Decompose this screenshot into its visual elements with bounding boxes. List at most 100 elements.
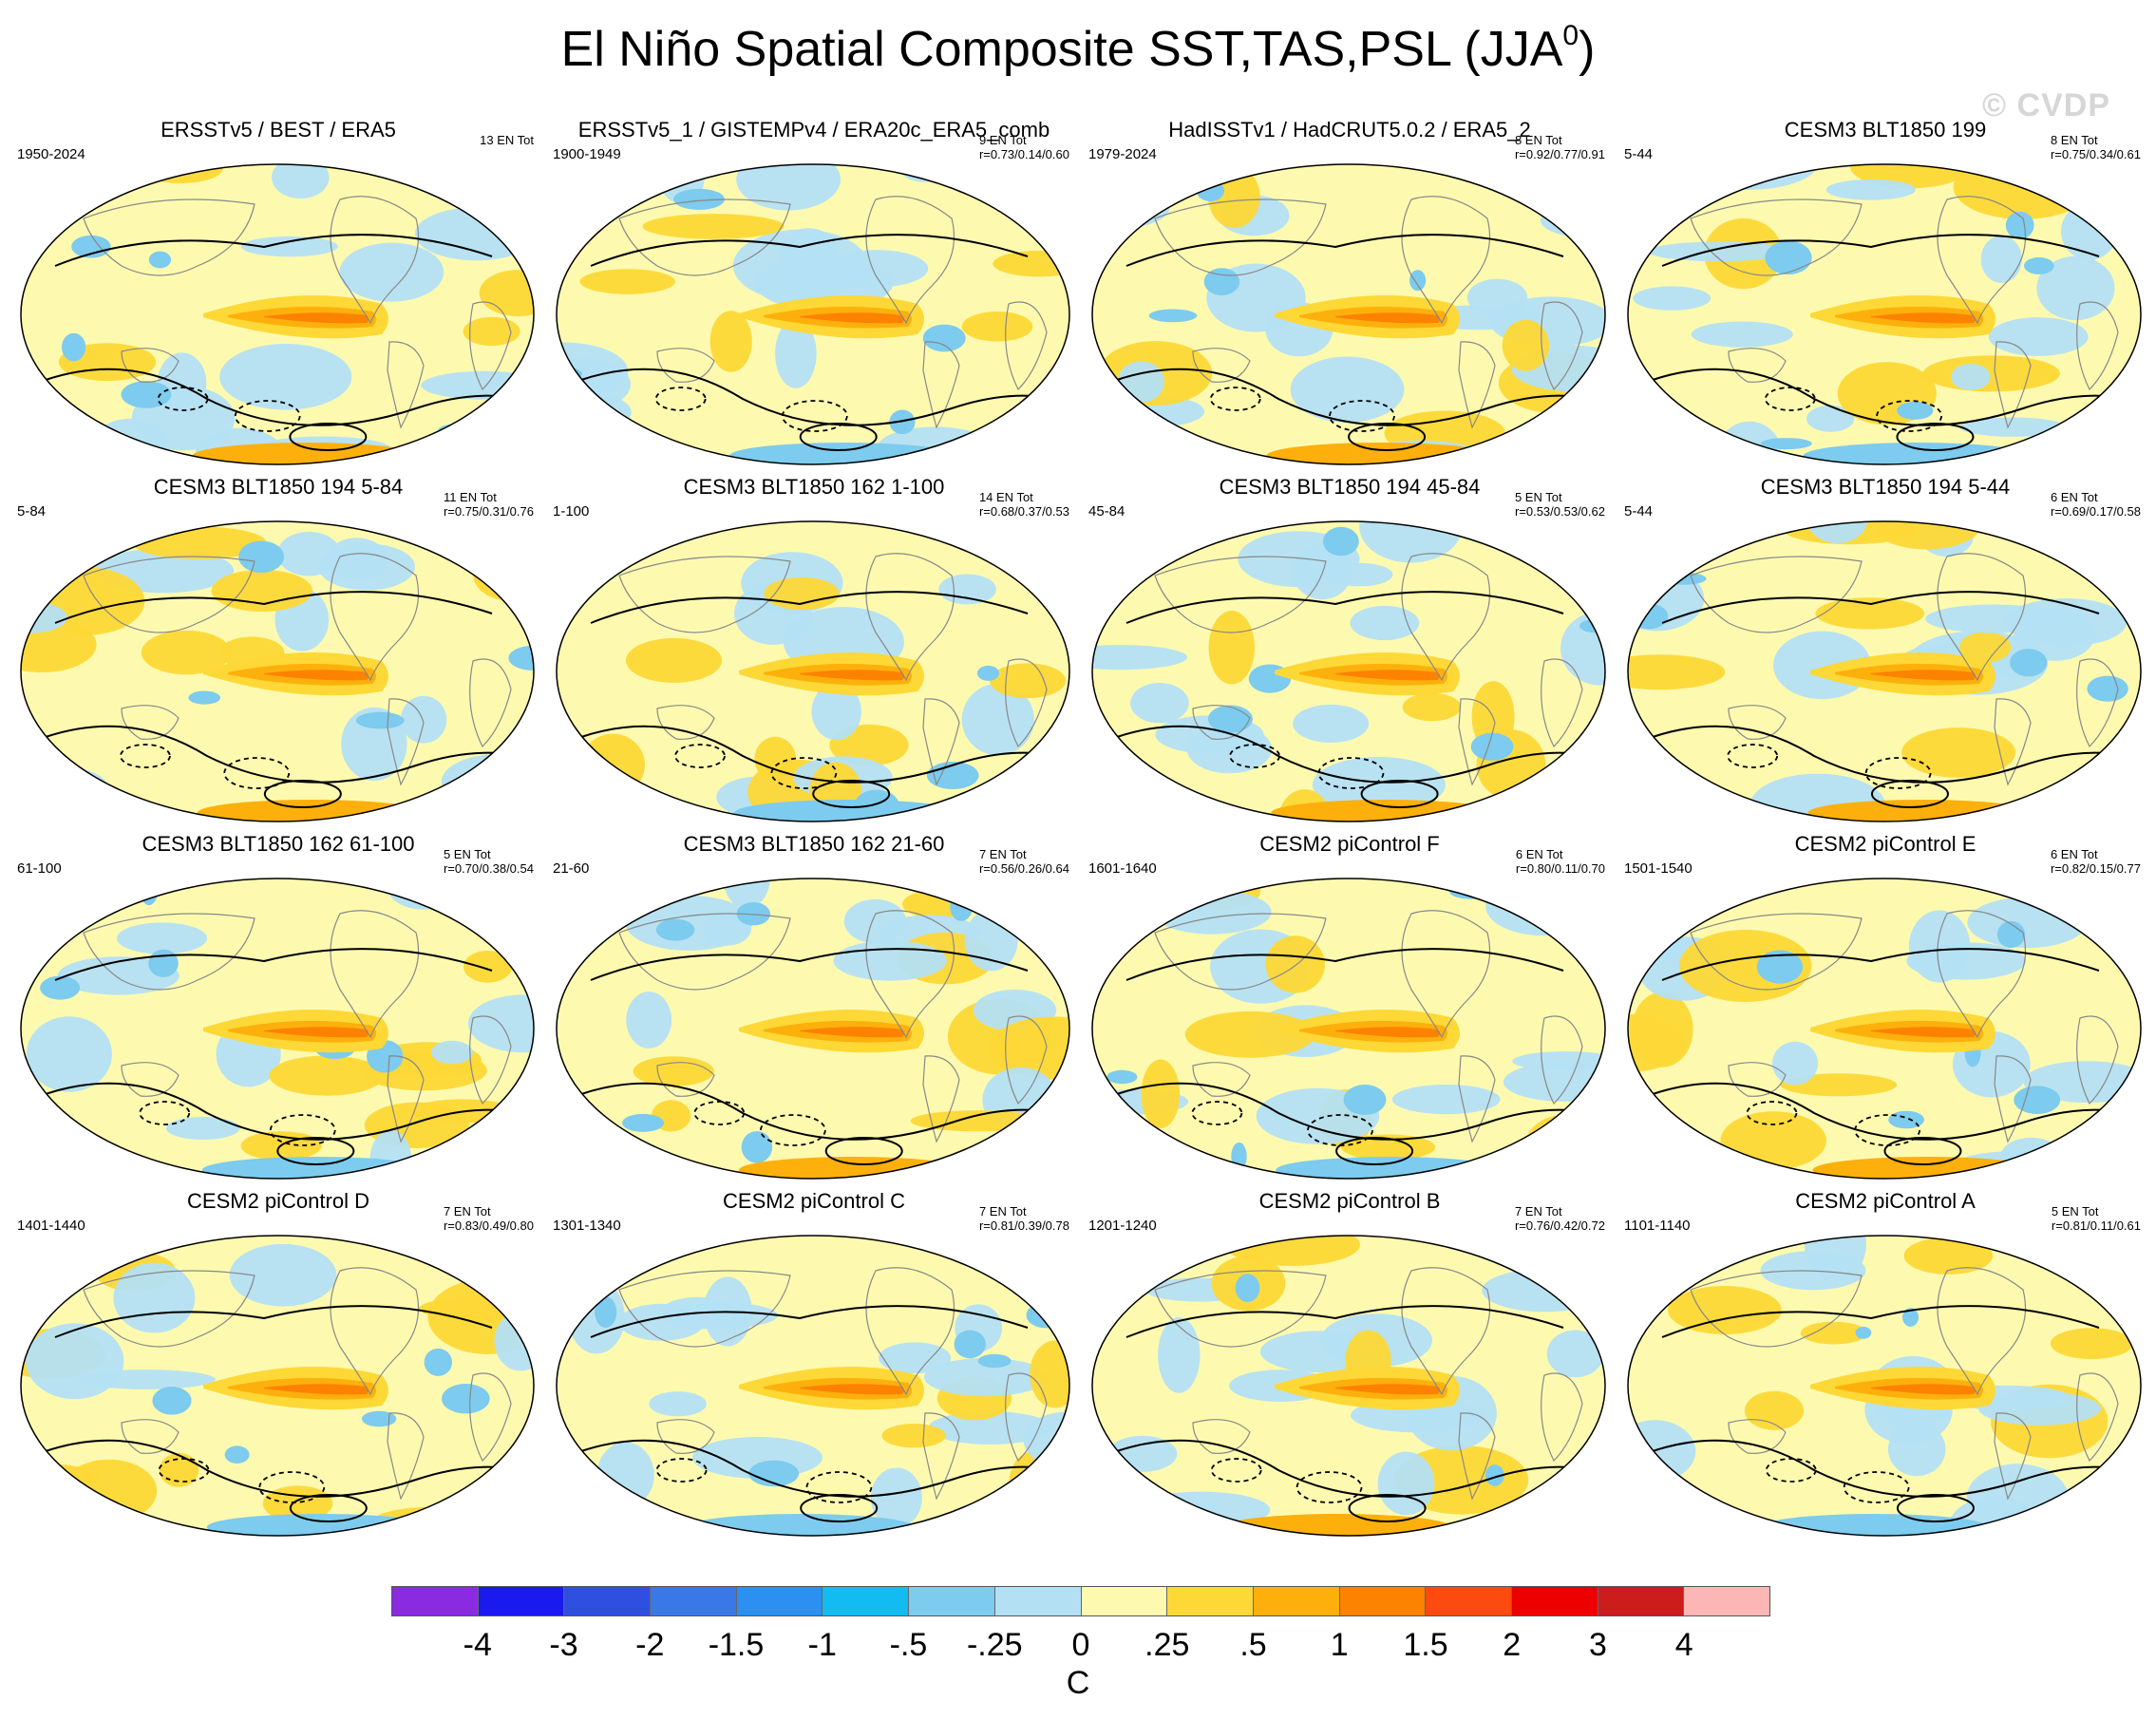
anomaly-patch: [1323, 526, 1359, 557]
anomaly-patch: [40, 975, 81, 1000]
panel-year-range: 45-84: [1088, 503, 1125, 519]
map-panel: CESM2 piControl B 1201-1240 7 EN Tot r=0.76…: [1081, 1189, 1618, 1545]
psl-negative-contour: [1876, 400, 1943, 432]
panel-year-range: 61-100: [17, 860, 62, 877]
anomaly-patch: [1117, 361, 1164, 403]
map-panel: ERSSTv5_1 / GISTEMPv4 / ERA20c_ERA5_comb…: [545, 118, 1083, 474]
colorbar-tick-label: 4: [1674, 1627, 1693, 1663]
colorbar-box: [392, 1587, 479, 1615]
anomaly-patch: [1849, 164, 1971, 189]
colorbar-box: [994, 1587, 1082, 1615]
coastline: [922, 1412, 960, 1501]
coastline: [1458, 698, 1496, 786]
map-panel: HadISSTv1 / HadCRUT5.0.2 / ERA5_2 1979-20…: [1081, 118, 1618, 474]
map-fill-layer: [1628, 164, 2141, 464]
psl-negative-contour: [759, 1114, 826, 1146]
map-fill-layer: [21, 521, 534, 822]
panel-event-count: 7 EN Tot: [978, 1204, 1027, 1218]
anomaly-patch: [400, 695, 447, 744]
coastline: [121, 705, 180, 740]
anomaly-patch: [152, 1387, 192, 1415]
anomaly-patch: [1804, 1236, 1866, 1281]
coastline: [330, 196, 420, 325]
colorbar-box: [651, 1587, 737, 1615]
anomaly-patch: [649, 1391, 707, 1417]
anomaly-patch: [21, 164, 100, 211]
panel-year-range: 1601-1640: [1088, 860, 1157, 877]
anomaly-patch: [26, 1016, 112, 1092]
map-fill-layer: [1092, 878, 1605, 1179]
anomaly-patch: [1729, 1515, 1754, 1536]
panel-event-count: 9 EN Tot: [978, 133, 1027, 147]
panel-stats: 7 EN Tot r=0.56/0.26/0.64: [979, 847, 1069, 876]
panel-title: HadISSTv1 / HadCRUT5.0.2 / ERA5_2: [1168, 118, 1531, 142]
anomaly-patch: [879, 1342, 952, 1374]
anomaly-patch: [673, 188, 725, 210]
anomaly-patch: [1343, 1085, 1387, 1115]
map-panel: CESM2 piControl F 1601-1640 6 EN Tot r=0.80…: [1081, 832, 1618, 1188]
colorbar-box: [478, 1587, 565, 1615]
coastline: [2076, 301, 2119, 391]
map-border: [1627, 1235, 2142, 1537]
anomaly-patch: [2090, 1493, 2137, 1536]
global-map: [556, 163, 1070, 465]
anomaly-patch: [2112, 878, 2141, 894]
map-border: [1627, 163, 2142, 465]
panel-stats: 9 EN Tot r=0.73/0.14/0.60: [979, 133, 1069, 161]
panel-event-count: 5 EN Tot: [2051, 1204, 2099, 1218]
global-map: [556, 1235, 1070, 1537]
coastline: [1994, 1055, 2032, 1143]
anomaly-patch: [976, 665, 1000, 681]
anomaly-patch: [1223, 1236, 1360, 1266]
psl-contour: [1883, 1137, 1962, 1165]
anomaly-patch: [977, 1353, 1012, 1369]
anomaly-patch: [1825, 179, 1916, 200]
colorbar-tick-label: 2: [1503, 1627, 1522, 1663]
psl-contour: [1661, 591, 2100, 624]
panel-title: CESM2 piControl D: [187, 1189, 369, 1213]
anomaly-patch: [188, 690, 220, 705]
anomaly-patch: [1148, 309, 1198, 323]
psl-negative-contour: [1210, 1458, 1262, 1483]
anomaly-patch: [833, 940, 947, 981]
anomaly-patch: [1691, 321, 1793, 348]
anomaly-patch: [21, 1483, 73, 1536]
map-border: [20, 520, 535, 822]
global-map: [1627, 1235, 2142, 1537]
anomaly-patch: [478, 164, 534, 203]
global-map: [20, 1235, 535, 1537]
global-map: [20, 878, 535, 1180]
el-nino-warm-tongue: [800, 670, 904, 681]
map-fill-layer: [21, 878, 534, 1179]
panel-stats: 8 EN Tot r=0.75/0.34/0.61: [2051, 133, 2141, 161]
coastline: [1192, 705, 1251, 740]
anomaly-patch: [2050, 1328, 2133, 1360]
anomaly-patch: [1988, 317, 2089, 356]
anomaly-patch: [21, 1236, 76, 1296]
coastline: [1192, 1419, 1251, 1454]
coastline: [1154, 913, 1327, 991]
panel-pattern-correlation: r=0.81/0.11/0.61: [2051, 1218, 2141, 1233]
map-fill-layer: [557, 878, 1069, 1179]
map-panel: CESM2 piControl A 1101-1140 5 EN Tot r=0.81…: [1617, 1189, 2154, 1545]
colorbar-box: [1167, 1587, 1254, 1615]
psl-negative-contour: [655, 1458, 708, 1483]
panel-stats: 7 EN Tot r=0.76/0.42/0.72: [1515, 1204, 1605, 1233]
colorbar-box: [1253, 1587, 1340, 1615]
anomaly-patch: [433, 437, 534, 464]
psl-contour: [54, 1305, 493, 1338]
map-border: [1091, 878, 1606, 1180]
anomaly-patch: [240, 236, 338, 257]
map-border: [1627, 878, 2142, 1180]
coastline: [656, 348, 715, 383]
panel-year-range: 1201-1240: [1088, 1218, 1157, 1234]
coastline: [656, 1062, 715, 1097]
panel-title: CESM3 BLT1850 162 61-100: [142, 832, 415, 856]
anomaly-patch: [2010, 649, 2048, 677]
panel-event-count: 8 EN Tot: [1514, 133, 1562, 147]
colorbar-tick-label: -1.5: [708, 1627, 765, 1663]
colorbar-box: [736, 1587, 823, 1615]
anomaly-patch: [21, 792, 113, 819]
map-border: [556, 1235, 1070, 1537]
anomaly-patch: [1771, 1041, 1819, 1086]
